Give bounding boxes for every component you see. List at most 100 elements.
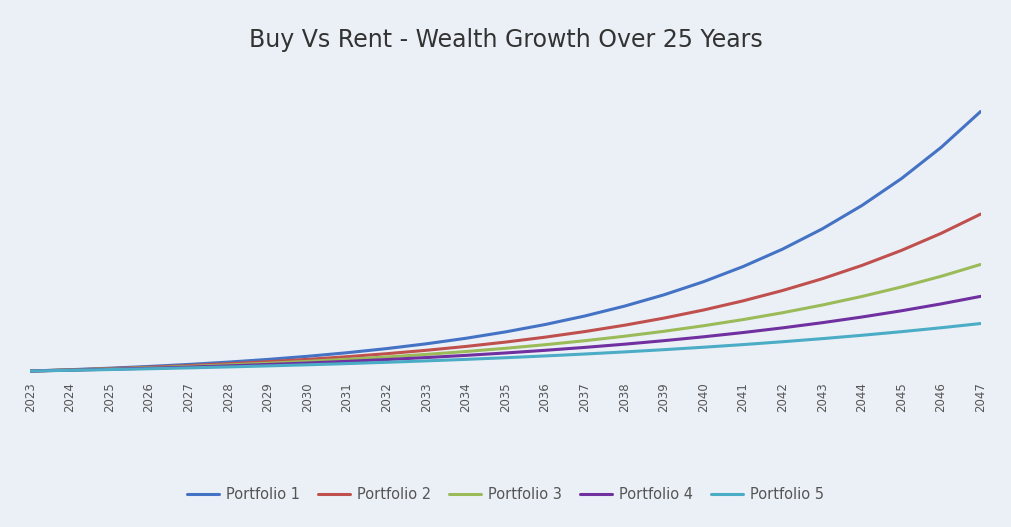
Portfolio 2	[262, 358, 274, 365]
Portfolio 4	[975, 293, 987, 299]
Portfolio 2	[183, 363, 195, 369]
Line: Portfolio 4: Portfolio 4	[30, 296, 981, 371]
Portfolio 1	[737, 264, 749, 270]
Portfolio 4	[460, 352, 472, 358]
Portfolio 1	[619, 303, 631, 309]
Portfolio 4	[737, 329, 749, 336]
Portfolio 1	[539, 321, 551, 328]
Portfolio 5	[262, 363, 274, 369]
Portfolio 1	[262, 356, 274, 363]
Portfolio 1	[578, 313, 590, 319]
Portfolio 3	[816, 302, 828, 308]
Portfolio 3	[499, 345, 512, 352]
Portfolio 1	[460, 335, 472, 341]
Portfolio 2	[421, 347, 433, 354]
Portfolio 3	[301, 358, 313, 365]
Portfolio 5	[301, 362, 313, 368]
Portfolio 4	[499, 350, 512, 356]
Portfolio 1	[381, 345, 393, 352]
Portfolio 5	[103, 366, 115, 373]
Portfolio 3	[144, 365, 156, 371]
Portfolio 5	[737, 341, 749, 348]
Portfolio 2	[24, 368, 36, 374]
Portfolio 5	[776, 338, 789, 345]
Portfolio 1	[144, 363, 156, 369]
Portfolio 5	[539, 353, 551, 359]
Portfolio 2	[776, 287, 789, 294]
Portfolio 5	[421, 358, 433, 364]
Portfolio 2	[301, 356, 313, 363]
Line: Portfolio 2: Portfolio 2	[30, 214, 981, 371]
Portfolio 4	[776, 325, 789, 331]
Portfolio 3	[24, 368, 36, 374]
Portfolio 4	[578, 344, 590, 350]
Portfolio 1	[698, 279, 710, 285]
Portfolio 3	[183, 363, 195, 369]
Portfolio 4	[935, 301, 947, 307]
Portfolio 2	[460, 343, 472, 349]
Portfolio 5	[658, 347, 670, 353]
Portfolio 5	[935, 325, 947, 331]
Portfolio 3	[262, 360, 274, 366]
Portfolio 2	[975, 211, 987, 217]
Portfolio 2	[539, 334, 551, 340]
Portfolio 5	[499, 355, 512, 361]
Portfolio 3	[460, 348, 472, 355]
Portfolio 2	[896, 247, 908, 253]
Portfolio 4	[262, 362, 274, 368]
Portfolio 2	[103, 365, 115, 372]
Portfolio 2	[64, 367, 76, 373]
Portfolio 4	[421, 354, 433, 360]
Portfolio 1	[499, 329, 512, 335]
Portfolio 3	[539, 341, 551, 348]
Portfolio 2	[816, 276, 828, 282]
Portfolio 5	[816, 336, 828, 342]
Portfolio 2	[698, 307, 710, 313]
Portfolio 3	[578, 338, 590, 344]
Portfolio 4	[341, 358, 353, 365]
Portfolio 4	[856, 314, 868, 320]
Title: Buy Vs Rent - Wealth Growth Over 25 Years: Buy Vs Rent - Wealth Growth Over 25 Year…	[249, 27, 762, 52]
Portfolio 5	[975, 320, 987, 327]
Portfolio 5	[698, 344, 710, 350]
Portfolio 1	[183, 362, 195, 368]
Line: Portfolio 3: Portfolio 3	[30, 265, 981, 371]
Portfolio 1	[856, 202, 868, 209]
Portfolio 4	[896, 308, 908, 314]
Portfolio 5	[460, 356, 472, 363]
Portfolio 2	[578, 328, 590, 335]
Portfolio 1	[222, 359, 235, 365]
Portfolio 3	[658, 328, 670, 335]
Portfolio 1	[816, 226, 828, 232]
Portfolio 3	[935, 273, 947, 279]
Portfolio 3	[975, 261, 987, 268]
Portfolio 2	[935, 230, 947, 237]
Legend: Portfolio 1, Portfolio 2, Portfolio 3, Portfolio 4, Portfolio 5: Portfolio 1, Portfolio 2, Portfolio 3, P…	[181, 482, 830, 508]
Portfolio 3	[619, 333, 631, 339]
Portfolio 4	[24, 368, 36, 374]
Portfolio 2	[222, 360, 235, 367]
Portfolio 1	[24, 368, 36, 374]
Portfolio 1	[896, 175, 908, 182]
Line: Portfolio 5: Portfolio 5	[30, 324, 981, 371]
Line: Portfolio 1: Portfolio 1	[30, 112, 981, 371]
Portfolio 3	[737, 316, 749, 323]
Portfolio 4	[183, 364, 195, 370]
Portfolio 5	[578, 351, 590, 357]
Portfolio 5	[144, 366, 156, 372]
Portfolio 4	[103, 366, 115, 373]
Portfolio 1	[776, 246, 789, 252]
Portfolio 4	[816, 319, 828, 326]
Portfolio 1	[658, 291, 670, 298]
Portfolio 2	[619, 322, 631, 328]
Portfolio 5	[856, 332, 868, 338]
Portfolio 4	[658, 337, 670, 344]
Portfolio 5	[619, 349, 631, 355]
Portfolio 4	[64, 367, 76, 373]
Portfolio 3	[381, 354, 393, 360]
Portfolio 3	[896, 284, 908, 290]
Portfolio 3	[776, 309, 789, 316]
Portfolio 5	[24, 368, 36, 374]
Portfolio 2	[381, 350, 393, 357]
Portfolio 4	[144, 365, 156, 372]
